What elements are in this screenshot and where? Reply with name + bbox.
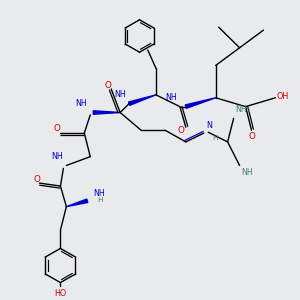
Text: NH: NH — [114, 90, 126, 99]
Polygon shape — [66, 199, 88, 207]
Text: NH₂: NH₂ — [235, 105, 250, 114]
Text: H: H — [98, 197, 103, 203]
Text: NH: NH — [165, 93, 177, 102]
Text: HO: HO — [54, 289, 67, 298]
Text: O: O — [33, 175, 40, 184]
Text: O: O — [178, 126, 185, 135]
Text: OH: OH — [277, 92, 289, 101]
Text: NH: NH — [93, 189, 105, 198]
Text: O: O — [54, 124, 61, 133]
Text: O: O — [248, 131, 255, 140]
Polygon shape — [93, 111, 120, 114]
Text: H: H — [213, 135, 218, 141]
Text: NH: NH — [241, 168, 253, 177]
Text: NH: NH — [76, 99, 87, 108]
Text: NH: NH — [52, 152, 63, 161]
Text: O: O — [105, 81, 112, 90]
Polygon shape — [128, 95, 156, 105]
Polygon shape — [185, 98, 216, 108]
Text: N: N — [207, 121, 213, 130]
